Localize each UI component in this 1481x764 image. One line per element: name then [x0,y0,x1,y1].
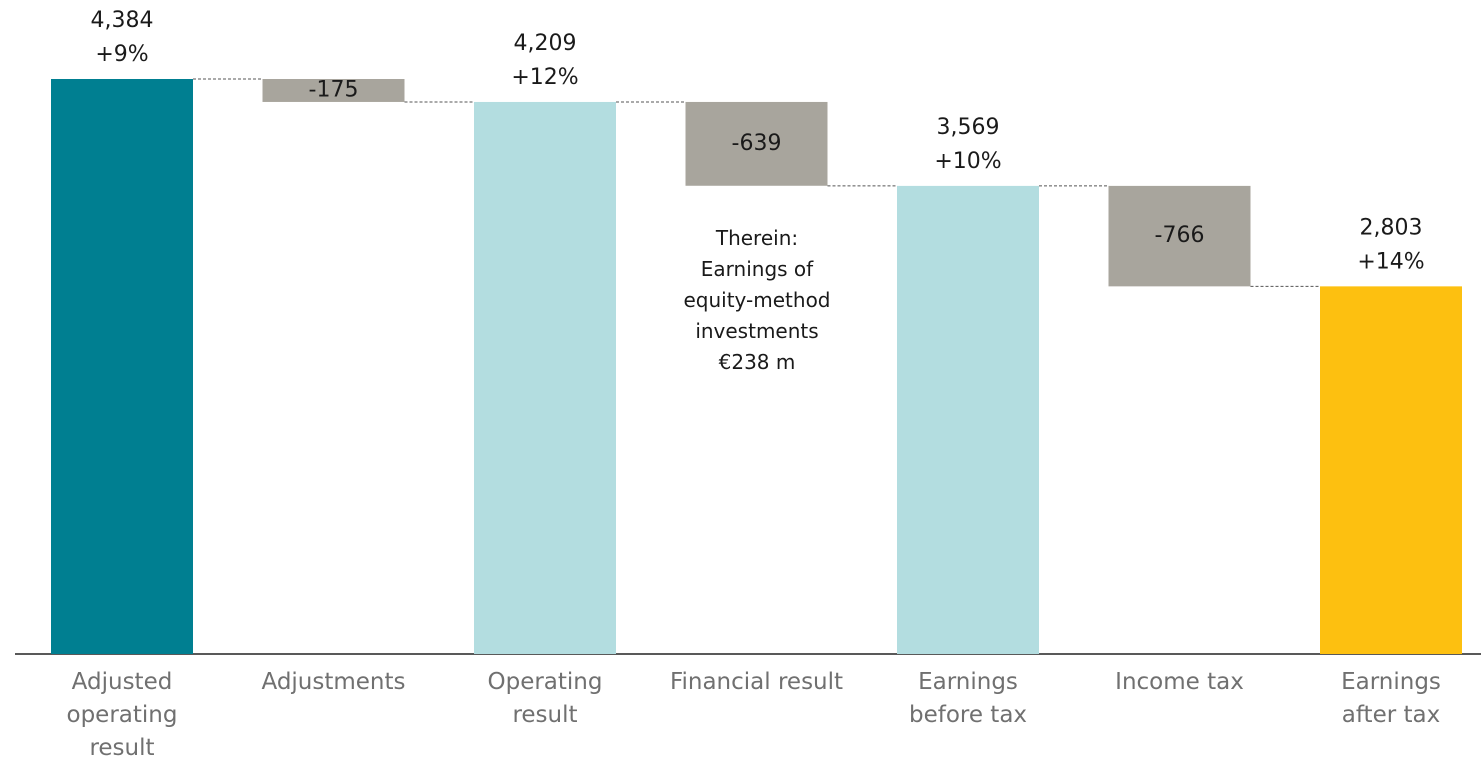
bar [262,79,405,102]
x-tick-label: Operating result [487,669,603,728]
change-label: +14% [1357,249,1424,274]
change-label: +9% [95,42,148,67]
bar [897,185,1039,654]
x-tick-label: Adjustments [261,669,406,695]
value-label: 2,803 [1360,215,1423,240]
x-tick-label: Earnings before tax [908,669,1028,728]
bar [1108,185,1251,287]
bar [685,101,828,186]
x-tick-label: Adjusted operating result [66,669,178,761]
bar [1320,286,1462,654]
x-tick-label: Earnings after tax [1341,669,1441,728]
x-tick-label: Financial result [669,669,844,695]
value-label: 4,384 [91,8,154,33]
value-label: -639 [732,131,782,156]
annotation: Therein: Earnings of equity-method inves… [683,226,831,374]
change-label: +12% [511,65,578,90]
bar [474,101,616,655]
value-label: -766 [1155,223,1205,248]
bar [51,79,193,654]
change-label: +10% [934,149,1001,174]
x-tick-label: Income tax [1115,669,1244,695]
value-label: 4,209 [514,31,577,56]
value-label: 3,569 [937,115,1000,140]
value-label: -175 [309,77,359,102]
